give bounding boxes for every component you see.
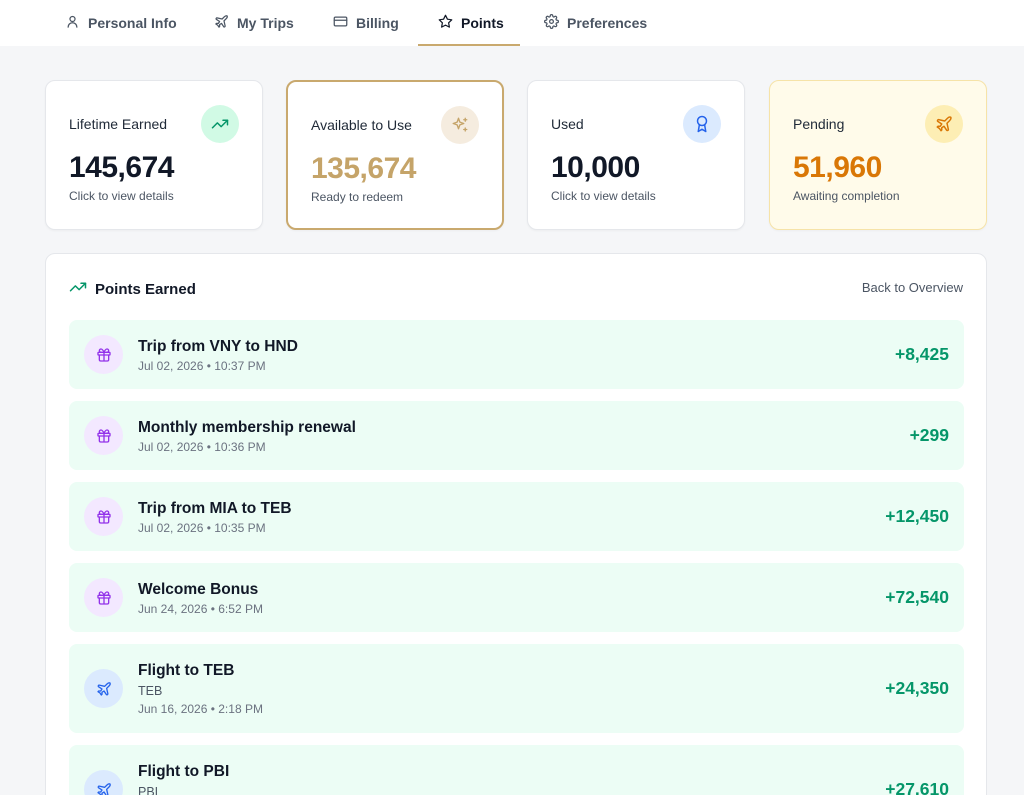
tab-my-trips[interactable]: My Trips <box>212 0 296 46</box>
points-earned-panel: Points Earned Back to Overview Trip from… <box>45 253 987 795</box>
active-tab-indicator <box>418 44 520 46</box>
row-date: Jun 16, 2026 • 2:18 PM <box>138 702 263 716</box>
stat-subtext: Ready to redeem <box>311 190 404 204</box>
stat-card-pending[interactable]: Pending 51,960 Awaiting completion <box>769 80 987 230</box>
star-icon <box>438 14 453 32</box>
stat-label: Used <box>551 116 584 132</box>
tab-label: Preferences <box>567 15 648 31</box>
row-title: Trip from MIA to TEB <box>138 500 292 517</box>
back-to-overview-link[interactable]: Back to Overview <box>861 280 963 295</box>
tab-label: Billing <box>356 15 399 31</box>
tab-label: My Trips <box>237 15 294 31</box>
plane-icon <box>214 14 229 32</box>
tab-billing[interactable]: Billing <box>331 0 401 46</box>
stat-value: 10,000 <box>551 151 640 184</box>
row-amount: +24,350 <box>885 678 949 698</box>
row-amount: +299 <box>909 425 949 445</box>
row-date: Jul 02, 2026 • 10:35 PM <box>138 521 266 535</box>
panel-header: Points Earned <box>69 278 196 300</box>
stat-card-used[interactable]: Used 10,000 Click to view details <box>527 80 745 230</box>
row-title: Flight to PBI <box>138 763 230 780</box>
stat-value: 135,674 <box>311 152 416 185</box>
row-amount: +27,610 <box>885 779 949 795</box>
stat-label: Lifetime Earned <box>69 116 168 132</box>
row-amount: +12,450 <box>885 506 949 526</box>
credit-card-icon <box>333 14 348 32</box>
award-icon <box>683 105 721 143</box>
stat-card-available[interactable]: Available to Use 135,674 Ready to redeem <box>286 80 504 230</box>
row-title: Flight to TEB <box>138 662 235 679</box>
stat-subtext: Click to view details <box>69 189 174 203</box>
list-item[interactable]: Welcome Bonus Jun 24, 2026 • 6:52 PM +72… <box>69 563 964 632</box>
stat-subtext: Click to view details <box>551 189 656 203</box>
stat-value: 51,960 <box>793 151 882 184</box>
panel-title: Points Earned <box>95 280 196 298</box>
row-date: Jul 02, 2026 • 10:36 PM <box>138 440 266 454</box>
row-detail: PBI <box>138 785 159 795</box>
stat-value: 145,674 <box>69 151 174 184</box>
trending-up-icon <box>201 105 239 143</box>
row-amount: +8,425 <box>894 344 949 364</box>
row-title: Welcome Bonus <box>138 581 259 598</box>
list-item[interactable]: Trip from MIA to TEB Jul 02, 2026 • 10:3… <box>69 482 964 551</box>
gift-icon <box>84 416 123 455</box>
list-item[interactable]: Trip from VNY to HND Jul 02, 2026 • 10:3… <box>69 320 964 389</box>
plane-icon <box>925 105 963 143</box>
stat-card-lifetime-earned[interactable]: Lifetime Earned 145,674 Click to view de… <box>45 80 263 230</box>
trending-up-icon <box>69 278 87 300</box>
sparkles-icon <box>441 106 479 144</box>
gift-icon <box>84 335 123 374</box>
user-icon <box>65 14 80 32</box>
plane-icon <box>84 669 123 708</box>
tab-personal-info[interactable]: Personal Info <box>63 0 179 46</box>
profile-tabs: Personal Info My Trips Billing Points Pr… <box>0 0 1024 46</box>
gift-icon <box>84 578 123 617</box>
tab-points[interactable]: Points <box>436 0 506 46</box>
list-item[interactable]: Flight to TEB TEB Jun 16, 2026 • 2:18 PM… <box>69 644 964 733</box>
plane-icon <box>84 770 123 795</box>
stat-label: Pending <box>793 116 845 132</box>
stat-subtext: Awaiting completion <box>793 189 900 203</box>
row-amount: +72,540 <box>885 587 949 607</box>
row-detail: TEB <box>138 684 163 698</box>
tab-label: Personal Info <box>88 15 177 31</box>
list-item[interactable]: Flight to PBI PBI +27,610 <box>69 745 964 795</box>
row-date: Jun 24, 2026 • 6:52 PM <box>138 602 263 616</box>
tab-preferences[interactable]: Preferences <box>542 0 649 46</box>
row-date: Jul 02, 2026 • 10:37 PM <box>138 359 266 373</box>
list-item[interactable]: Monthly membership renewal Jul 02, 2026 … <box>69 401 964 470</box>
row-title: Trip from VNY to HND <box>138 338 298 355</box>
gear-icon <box>544 14 559 32</box>
gift-icon <box>84 497 123 536</box>
row-title: Monthly membership renewal <box>138 419 356 436</box>
tab-label: Points <box>461 15 504 31</box>
stat-label: Available to Use <box>311 117 412 133</box>
